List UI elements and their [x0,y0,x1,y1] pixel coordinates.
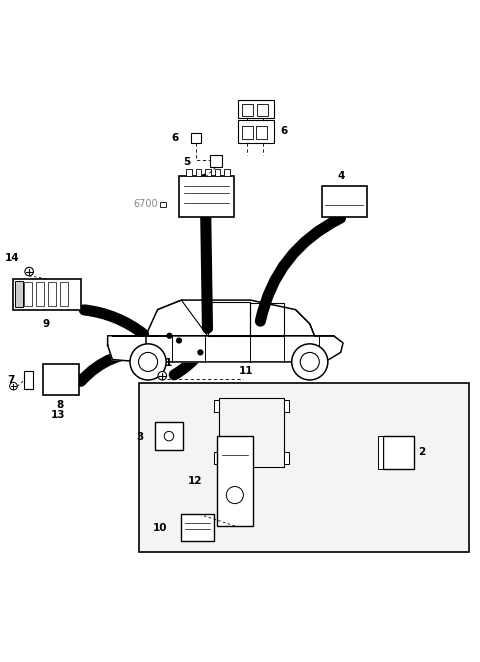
Circle shape [177,338,181,343]
Text: 8: 8 [57,400,64,410]
Text: 13: 13 [50,410,65,420]
Circle shape [300,352,319,371]
Text: 2: 2 [418,448,425,457]
Bar [155,422,183,450]
Text: 4: 4 [338,171,345,181]
Bar [322,186,367,217]
Bar [191,132,201,143]
Text: 6: 6 [280,126,288,136]
Circle shape [164,432,174,441]
Bar [196,169,201,177]
Circle shape [292,344,328,380]
Bar [24,371,33,389]
Bar [210,156,222,167]
Bar [60,283,68,306]
Circle shape [130,344,166,380]
Bar [239,120,274,143]
Bar [384,436,414,469]
Circle shape [226,487,243,504]
Bar [214,400,219,412]
Circle shape [198,350,203,355]
Text: 6: 6 [172,133,179,143]
Polygon shape [108,336,343,362]
Text: 6700: 6700 [133,199,157,209]
Bar [43,364,79,395]
Bar [257,104,268,116]
Bar [24,283,32,306]
Bar [181,514,214,542]
Bar [15,281,24,307]
Bar [139,383,469,552]
Bar [378,436,384,469]
Text: 3: 3 [136,432,144,442]
Circle shape [167,334,172,338]
Bar [186,169,192,177]
Bar [214,452,219,464]
Bar [242,104,252,116]
Bar [205,169,211,177]
Text: 1: 1 [165,357,172,367]
Text: 11: 11 [239,366,253,376]
Circle shape [10,383,17,390]
Bar [12,279,82,310]
Circle shape [207,326,212,331]
Text: 14: 14 [5,253,20,263]
Circle shape [158,371,167,380]
Bar [284,400,289,412]
Circle shape [139,352,157,371]
Bar [36,283,44,306]
Text: 10: 10 [153,524,167,534]
Text: 7: 7 [7,375,14,385]
Text: 5: 5 [184,157,191,167]
Bar [224,169,230,177]
Bar [179,177,234,217]
Bar [242,126,252,139]
Bar [284,452,289,464]
Bar [48,283,56,306]
Circle shape [25,267,34,276]
Bar [219,398,284,467]
Bar [215,169,220,177]
Bar [239,100,274,118]
Bar [256,126,267,139]
Text: 9: 9 [42,319,49,329]
Bar [217,436,252,526]
Bar [160,202,166,207]
Text: 12: 12 [188,476,203,486]
